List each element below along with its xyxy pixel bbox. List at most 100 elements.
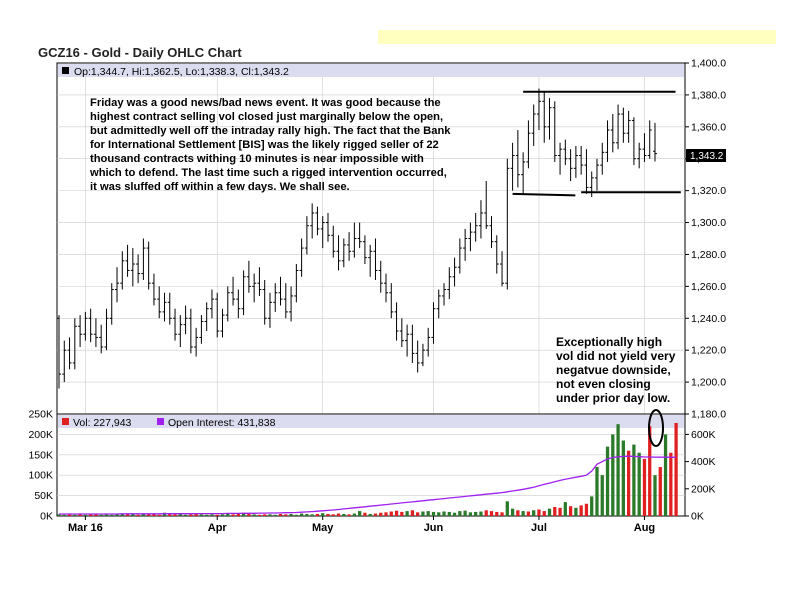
ohlc-bar (72, 318, 77, 370)
price-grid (57, 77, 685, 414)
oi-tick-label: 600K (691, 429, 716, 441)
price-tick-label: 1,200.0 (691, 377, 726, 389)
trendlines (512, 90, 681, 197)
oi-tick-label: 400K (691, 456, 716, 468)
ohlc-bar (188, 308, 193, 354)
volume-bar (352, 513, 356, 516)
annotation-main-line: for International Settlement [BIS] was t… (90, 139, 439, 151)
ohlc-bar (489, 216, 494, 249)
volume-bar (674, 422, 678, 516)
open-interest-line (59, 455, 677, 515)
volume-bar (394, 510, 399, 516)
volume-bar (658, 467, 662, 516)
ohlc-bar (278, 276, 283, 306)
volume-bar (384, 512, 388, 516)
ohlc-bar (378, 260, 383, 293)
ohlc-bar (420, 343, 425, 367)
ohlc-bar (57, 315, 61, 389)
volume-bar (590, 496, 594, 516)
volume-bar (416, 512, 420, 516)
volume-bar (563, 502, 567, 516)
volume-bar (278, 513, 283, 516)
highlight-ellipse (648, 409, 664, 447)
ohlc-bar (500, 251, 505, 287)
ohlc-bar (315, 206, 320, 236)
volume-bar (521, 511, 525, 516)
price-panel-header (58, 64, 684, 77)
ohlc-bar (115, 267, 120, 303)
ohlc-bar (415, 340, 420, 373)
volume-bar (289, 513, 293, 516)
volume-bar (183, 514, 188, 516)
ohlc-bar (362, 235, 367, 265)
volume-bar (189, 514, 193, 516)
volume-bar (495, 511, 499, 516)
volume-bar (447, 511, 451, 516)
ohlc-bar (405, 324, 410, 357)
ohlc-bar (341, 238, 346, 268)
ohlc-bar (120, 251, 125, 290)
last-price-box (686, 149, 726, 162)
ohlc-bar (494, 235, 499, 274)
ohlc-bar (294, 264, 299, 303)
x-tick-label: Jul (531, 522, 547, 534)
volume-bar (663, 434, 668, 516)
volume-bar (168, 513, 172, 516)
annotation-main-line: Friday was a good news/bad news event. I… (90, 97, 441, 109)
vol-legend-label: Vol: 227,943 (73, 417, 132, 429)
ohlc-bar (447, 267, 452, 300)
ohlc-bar (389, 283, 394, 319)
ohlc-bar (357, 222, 362, 249)
x-tick-label: May (312, 522, 334, 534)
ohlc-bar (67, 337, 72, 370)
volume-bar (437, 512, 441, 516)
volume-bar (141, 514, 146, 516)
volume-bar (226, 513, 230, 516)
ohlc-bar (267, 292, 272, 328)
volume-bar (468, 512, 473, 516)
volume-bar (83, 514, 88, 516)
ohlc-bar (463, 228, 468, 261)
ohlc-bar (241, 270, 246, 316)
ohlc-bar (394, 302, 399, 341)
ohlc-bar (157, 286, 162, 319)
ohlc-bar (610, 114, 615, 153)
ohlc-bar (642, 133, 647, 162)
ohlc-bar (631, 117, 636, 166)
volume-bar (315, 513, 320, 516)
volume-bar (400, 511, 404, 516)
ohlc-bar (647, 120, 652, 159)
ohlc-bar (62, 340, 67, 383)
ohlc-bar (99, 324, 104, 354)
ohlc-bar (568, 149, 573, 182)
volume-bar (321, 513, 325, 516)
highlight-band (378, 30, 776, 44)
price-tick-label: 1,320.0 (691, 185, 726, 197)
ohlc-bar (336, 235, 341, 271)
volume-bar (626, 450, 631, 516)
volume-bar (162, 512, 167, 516)
volume-series (57, 422, 678, 516)
volume-bar (257, 514, 262, 516)
x-tick-label: Jun (424, 522, 444, 534)
volume-bar (305, 513, 309, 516)
ohlc-bar (320, 216, 325, 249)
oi-legend-swatch (157, 418, 164, 425)
volume-bar (273, 514, 277, 516)
volume-bar (579, 505, 583, 516)
volume-bar (532, 510, 536, 516)
ohlc-bar (231, 276, 236, 306)
ohlc-bar (431, 302, 436, 344)
ohlc-bar (273, 283, 278, 312)
volume-bar (73, 514, 77, 516)
ohlc-bar (347, 232, 352, 261)
volume-bar (104, 514, 109, 516)
ohlc-legend-swatch (62, 67, 69, 74)
annotation-volume-line: under prior day low. (556, 391, 670, 405)
ohlc-bar (558, 142, 563, 175)
ohlc-bar (167, 292, 172, 325)
ohlc-bar (93, 318, 98, 347)
ohlc-bar (473, 212, 478, 242)
ohlc-bar (183, 305, 188, 335)
ohlc-bar (199, 315, 204, 344)
